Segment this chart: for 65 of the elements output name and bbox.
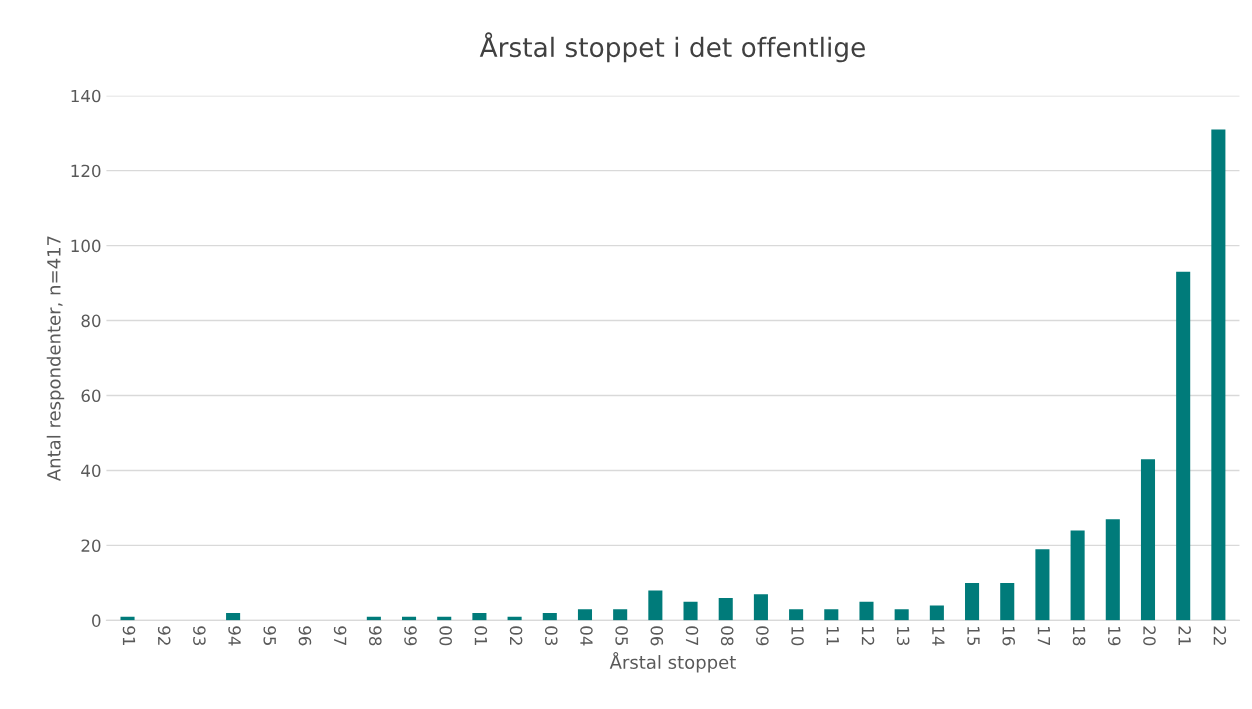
chart-title: Årstal stoppet i det offentlige [479, 32, 865, 63]
bar [894, 609, 909, 621]
x-tick-label: 97 [333, 626, 347, 646]
x-tick-label: 11 [826, 627, 839, 645]
x-tick-label: 19 [1107, 627, 1121, 646]
bar [1140, 459, 1156, 621]
bar [1000, 582, 1015, 621]
bar [789, 609, 804, 621]
x-tick-label: 95 [263, 626, 277, 645]
bar [929, 605, 944, 621]
x-tick-label: 93 [193, 626, 206, 646]
y-tick-label: 20 [81, 539, 101, 552]
x-tick-label: 92 [157, 626, 171, 645]
y-tick-label: 80 [81, 314, 101, 328]
y-tick-label: 60 [81, 389, 101, 403]
y-tick-label: 100 [71, 239, 101, 253]
x-tick-label: 08 [720, 626, 734, 646]
bar [859, 601, 874, 621]
bar [1105, 519, 1120, 621]
x-tick-label: 18 [1072, 627, 1086, 646]
x-tick-label: 98 [369, 626, 382, 646]
x-tick-label: 06 [650, 626, 664, 646]
x-tick-label: 94 [228, 626, 241, 646]
bar [1211, 129, 1226, 621]
bar [965, 582, 980, 621]
bar [753, 594, 768, 621]
bar [1070, 530, 1085, 621]
x-tick-label: 00 [439, 626, 452, 646]
x-tick-label: 14 [932, 627, 945, 646]
y-tick-label: 120 [71, 164, 101, 178]
x-tick-label: 91 [122, 626, 136, 645]
x-tick-label: 13 [896, 627, 910, 646]
x-tick-label: 02 [509, 626, 523, 645]
x-tick-label: 17 [1037, 627, 1050, 646]
x-tick-label: 01 [474, 626, 488, 645]
y-tick-label: 140 [71, 89, 101, 103]
x-tick-label: 16 [1002, 627, 1016, 646]
y-tick-label: 40 [81, 464, 101, 478]
x-tick-label: 21 [1178, 626, 1191, 645]
x-tick-label: 04 [580, 626, 593, 646]
bar [542, 612, 557, 621]
bar [577, 609, 593, 621]
x-tick-label: 03 [544, 626, 558, 646]
x-tick-label: 96 [298, 626, 312, 646]
x-tick-label: 07 [685, 626, 699, 646]
bar [472, 612, 487, 621]
x-tick-label: 12 [861, 627, 875, 645]
bar [683, 601, 698, 621]
bar [226, 612, 241, 621]
bar [718, 597, 733, 621]
bar [1035, 549, 1050, 621]
bar [1176, 271, 1191, 621]
bar [648, 590, 663, 621]
x-tick-label: 20 [1143, 626, 1156, 646]
bar [613, 609, 628, 621]
x-tick-label: 05 [615, 626, 628, 645]
x-tick-label: 22 [1213, 626, 1227, 645]
y-axis-title: Antal respondenter, n=417 [46, 236, 65, 482]
bar [824, 609, 839, 621]
x-tick-label: 09 [756, 626, 769, 646]
x-axis-title: Årstal stoppet [609, 652, 736, 673]
x-tick-label: 15 [967, 627, 980, 645]
x-tick-label: 99 [404, 626, 417, 646]
y-tick-label: 0 [92, 614, 101, 627]
x-tick-label: 10 [791, 627, 804, 646]
